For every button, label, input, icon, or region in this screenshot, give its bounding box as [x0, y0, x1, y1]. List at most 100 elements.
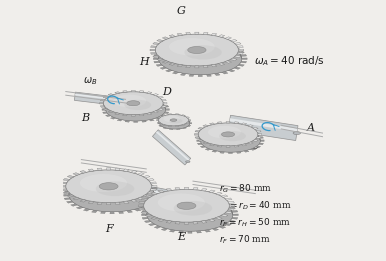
- Polygon shape: [197, 143, 202, 145]
- Polygon shape: [144, 189, 233, 215]
- Polygon shape: [66, 201, 73, 203]
- Polygon shape: [100, 177, 105, 179]
- Ellipse shape: [80, 174, 127, 192]
- Text: G: G: [177, 6, 186, 16]
- Polygon shape: [180, 42, 186, 44]
- Polygon shape: [168, 126, 172, 127]
- Polygon shape: [115, 202, 120, 205]
- Ellipse shape: [293, 132, 301, 134]
- Polygon shape: [209, 219, 215, 222]
- Polygon shape: [139, 201, 145, 203]
- Polygon shape: [201, 188, 207, 191]
- Polygon shape: [211, 64, 217, 67]
- Polygon shape: [166, 109, 169, 110]
- Polygon shape: [253, 127, 258, 129]
- Polygon shape: [228, 208, 234, 210]
- Polygon shape: [162, 61, 169, 63]
- Polygon shape: [222, 43, 228, 46]
- Polygon shape: [239, 49, 244, 51]
- Polygon shape: [161, 102, 166, 104]
- Polygon shape: [155, 194, 161, 196]
- Polygon shape: [196, 197, 201, 199]
- Polygon shape: [188, 120, 191, 121]
- Polygon shape: [73, 173, 80, 175]
- Polygon shape: [200, 146, 205, 148]
- Polygon shape: [240, 61, 247, 63]
- Ellipse shape: [170, 119, 177, 121]
- Polygon shape: [150, 189, 156, 191]
- Polygon shape: [66, 170, 155, 195]
- Polygon shape: [152, 130, 191, 165]
- Polygon shape: [80, 199, 86, 202]
- Text: $r_E = r_H = 50$ mm: $r_E = r_H = 50$ mm: [219, 216, 291, 229]
- Polygon shape: [123, 201, 129, 204]
- Polygon shape: [139, 114, 144, 116]
- Polygon shape: [71, 204, 78, 206]
- Ellipse shape: [127, 101, 140, 106]
- Polygon shape: [169, 197, 175, 200]
- Polygon shape: [153, 94, 159, 96]
- Polygon shape: [117, 119, 122, 121]
- Ellipse shape: [99, 183, 118, 190]
- Polygon shape: [151, 187, 157, 190]
- Polygon shape: [156, 117, 161, 119]
- Polygon shape: [225, 204, 231, 206]
- Polygon shape: [205, 131, 211, 133]
- Polygon shape: [229, 128, 232, 129]
- Polygon shape: [103, 103, 166, 121]
- Polygon shape: [225, 211, 232, 213]
- Polygon shape: [154, 201, 161, 204]
- Polygon shape: [221, 214, 228, 217]
- Polygon shape: [163, 127, 167, 129]
- Polygon shape: [103, 92, 166, 110]
- Polygon shape: [248, 125, 253, 127]
- Text: C: C: [251, 141, 259, 151]
- Polygon shape: [144, 207, 151, 209]
- Polygon shape: [119, 211, 124, 213]
- Polygon shape: [215, 217, 222, 220]
- Polygon shape: [234, 122, 239, 123]
- Polygon shape: [230, 39, 237, 42]
- Polygon shape: [91, 210, 97, 213]
- Polygon shape: [218, 35, 225, 37]
- Polygon shape: [125, 120, 130, 122]
- Text: B: B: [81, 113, 89, 123]
- Polygon shape: [225, 37, 232, 39]
- Polygon shape: [198, 140, 203, 141]
- Polygon shape: [154, 191, 160, 193]
- Polygon shape: [193, 187, 198, 190]
- Polygon shape: [205, 197, 210, 200]
- Polygon shape: [141, 211, 148, 213]
- Polygon shape: [173, 72, 179, 74]
- Polygon shape: [144, 220, 151, 223]
- Polygon shape: [61, 189, 67, 191]
- Polygon shape: [188, 196, 192, 198]
- Polygon shape: [169, 230, 175, 232]
- Text: $r_C = r_D = 40$ mm: $r_C = r_D = 40$ mm: [219, 200, 291, 212]
- Polygon shape: [105, 102, 111, 104]
- Polygon shape: [142, 217, 148, 219]
- Polygon shape: [151, 186, 157, 187]
- Polygon shape: [131, 199, 137, 202]
- Polygon shape: [100, 105, 105, 107]
- Polygon shape: [134, 209, 141, 211]
- Polygon shape: [159, 120, 162, 121]
- Polygon shape: [163, 118, 167, 119]
- Polygon shape: [97, 202, 102, 205]
- Polygon shape: [188, 125, 191, 127]
- Polygon shape: [166, 221, 172, 223]
- Polygon shape: [157, 117, 161, 118]
- Polygon shape: [147, 179, 154, 181]
- Polygon shape: [232, 217, 238, 219]
- Polygon shape: [150, 182, 156, 184]
- Polygon shape: [177, 33, 183, 36]
- Polygon shape: [103, 96, 108, 98]
- Polygon shape: [233, 214, 238, 216]
- Polygon shape: [115, 92, 120, 94]
- Polygon shape: [157, 39, 163, 42]
- Polygon shape: [186, 122, 190, 123]
- Polygon shape: [150, 49, 156, 51]
- Polygon shape: [175, 222, 180, 224]
- Polygon shape: [108, 94, 113, 96]
- Ellipse shape: [103, 92, 163, 115]
